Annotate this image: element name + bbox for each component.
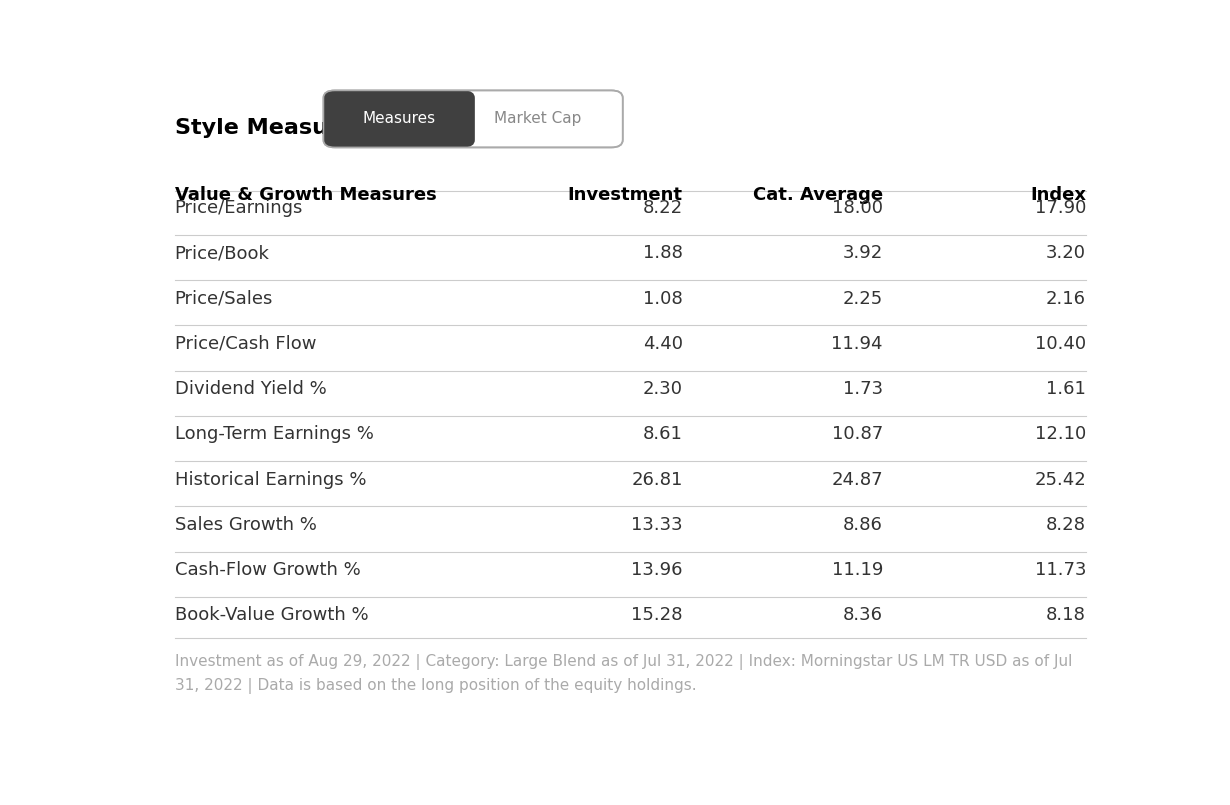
Text: Investment: Investment — [568, 187, 683, 204]
Text: 2.16: 2.16 — [1046, 290, 1086, 308]
Text: Value & Growth Measures: Value & Growth Measures — [175, 187, 437, 204]
Text: Price/Earnings: Price/Earnings — [175, 199, 303, 217]
Text: Long-Term Earnings %: Long-Term Earnings % — [175, 426, 374, 444]
Text: 1.73: 1.73 — [843, 380, 883, 398]
Text: 8.18: 8.18 — [1047, 606, 1086, 625]
Text: 3.92: 3.92 — [843, 245, 883, 262]
Text: Dividend Yield %: Dividend Yield % — [175, 380, 326, 398]
Text: Market Cap: Market Cap — [493, 111, 581, 126]
Text: 25.42: 25.42 — [1034, 471, 1086, 489]
Text: 12.10: 12.10 — [1034, 426, 1086, 444]
Text: 13.33: 13.33 — [631, 516, 683, 534]
Text: 15.28: 15.28 — [631, 606, 683, 625]
Text: 1.08: 1.08 — [643, 290, 683, 308]
Text: 8.86: 8.86 — [843, 516, 883, 534]
FancyBboxPatch shape — [323, 90, 622, 147]
Text: 24.87: 24.87 — [831, 471, 883, 489]
Text: Index: Index — [1030, 187, 1086, 204]
Text: 10.40: 10.40 — [1034, 335, 1086, 353]
Text: 26.81: 26.81 — [631, 471, 683, 489]
Text: Measures: Measures — [363, 111, 435, 126]
Text: Historical Earnings %: Historical Earnings % — [175, 471, 367, 489]
Text: 1.61: 1.61 — [1047, 380, 1086, 398]
Text: 4.40: 4.40 — [643, 335, 683, 353]
Text: 17.90: 17.90 — [1034, 199, 1086, 217]
Text: Price/Book: Price/Book — [175, 245, 269, 262]
Text: 13.96: 13.96 — [631, 561, 683, 579]
FancyBboxPatch shape — [323, 90, 475, 147]
Text: Cash-Flow Growth %: Cash-Flow Growth % — [175, 561, 360, 579]
Text: Price/Sales: Price/Sales — [175, 290, 273, 308]
Text: Investment as of Aug 29, 2022 | Category: Large Blend as of Jul 31, 2022 | Index: Investment as of Aug 29, 2022 | Category… — [175, 654, 1073, 694]
Text: 1.88: 1.88 — [643, 245, 683, 262]
Text: Price/Cash Flow: Price/Cash Flow — [175, 335, 316, 353]
Text: 11.19: 11.19 — [831, 561, 883, 579]
Text: Book-Value Growth %: Book-Value Growth % — [175, 606, 368, 625]
Text: 10.87: 10.87 — [831, 426, 883, 444]
Text: Sales Growth %: Sales Growth % — [175, 516, 316, 534]
Text: 11.73: 11.73 — [1034, 561, 1086, 579]
Text: Cat. Average: Cat. Average — [753, 187, 883, 204]
Text: 2.30: 2.30 — [643, 380, 683, 398]
Text: 2.25: 2.25 — [843, 290, 883, 308]
Text: 11.94: 11.94 — [831, 335, 883, 353]
Text: Style Measures: Style Measures — [175, 118, 367, 138]
Text: 18.00: 18.00 — [831, 199, 883, 217]
Text: 8.22: 8.22 — [643, 199, 683, 217]
Text: 8.61: 8.61 — [643, 426, 683, 444]
Text: 8.28: 8.28 — [1046, 516, 1086, 534]
Text: 8.36: 8.36 — [843, 606, 883, 625]
Text: 3.20: 3.20 — [1046, 245, 1086, 262]
